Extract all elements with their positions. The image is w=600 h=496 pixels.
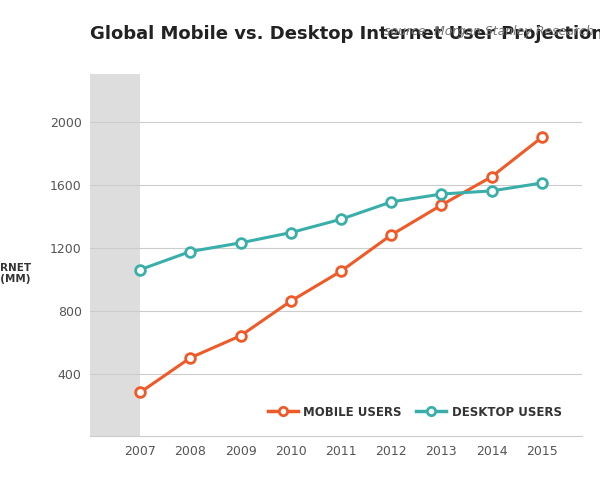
Text: Global Mobile vs. Desktop Internet User Projection: Global Mobile vs. Desktop Internet User …: [90, 25, 600, 43]
Y-axis label: INTERNET
USERS (MM): INTERNET USERS (MM): [0, 263, 31, 284]
Bar: [90, 74, 140, 436]
Legend: MOBILE USERS, DESKTOP USERS: MOBILE USERS, DESKTOP USERS: [263, 401, 566, 423]
Text: source: Morgan Stanley Research: source: Morgan Stanley Research: [384, 25, 594, 38]
